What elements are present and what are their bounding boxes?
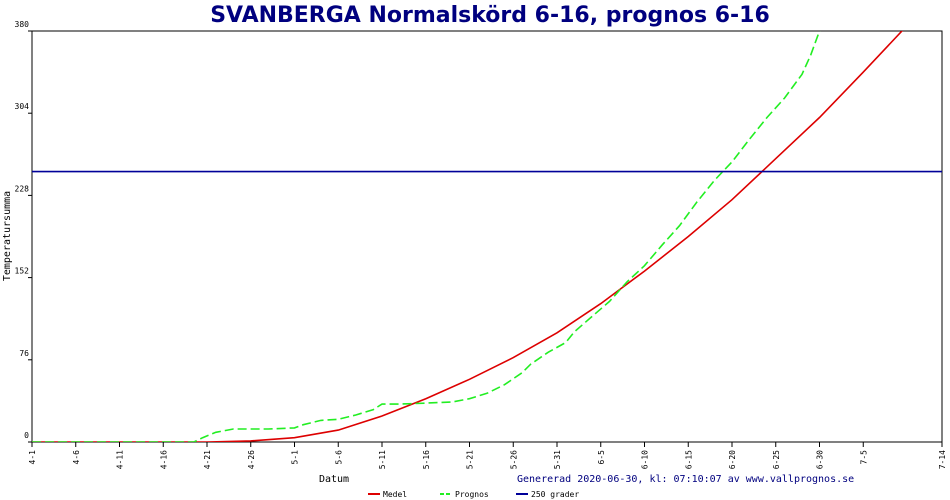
- generated-footer: Genererad 2020-06-30, kl: 07:10:07 av ww…: [517, 474, 854, 485]
- plot-border: [31, 30, 943, 443]
- x-tick-label: 6-30: [816, 450, 825, 469]
- y-tick-label: 76: [19, 349, 29, 358]
- y-tick-label: 152: [15, 267, 30, 276]
- x-tick-label: 6-15: [684, 450, 693, 469]
- legend: Medel Prognos 250 grader: [368, 490, 579, 499]
- x-tick-label: 4-21: [203, 450, 212, 469]
- x-tick-label: 4-11: [116, 450, 125, 469]
- x-tick-label: 5-11: [378, 450, 387, 469]
- x-tick-label: 5-21: [466, 450, 475, 469]
- legend-label: Prognos: [455, 490, 489, 499]
- x-tick-label: 7-14: [938, 450, 947, 469]
- x-tick-label: 6-25: [772, 450, 781, 469]
- legend-label: 250 grader: [531, 490, 579, 499]
- x-axis-label: Datum: [319, 474, 349, 485]
- plot-frame: [31, 30, 943, 443]
- x-tick-label: 5-26: [509, 450, 518, 469]
- x-tick-label: 6-5: [597, 450, 606, 465]
- x-tick-label: 4-16: [159, 450, 168, 469]
- x-tick-label: 7-5: [859, 450, 868, 465]
- x-tick-label: 6-10: [641, 450, 650, 469]
- x-axis-ticks: 4-1 4-6 4-11 4-16 4-21 4-26 5-1 5-6 5-11 5-16 5-21…: [28, 442, 947, 469]
- legend-label: Medel: [383, 490, 407, 499]
- y-tick-label: 0: [24, 431, 29, 440]
- x-tick-label: 4-1: [28, 450, 37, 465]
- series-line-1: [32, 31, 821, 442]
- y-axis-ticks: 0 76 152 228 304 380: [15, 20, 32, 443]
- x-tick-label: 6-20: [728, 450, 737, 469]
- x-tick-label: 5-16: [422, 450, 431, 469]
- series-line-0: [32, 31, 904, 442]
- x-tick-label: 4-6: [72, 450, 81, 465]
- series-layer: [32, 31, 942, 442]
- x-tick-label: 5-1: [291, 450, 300, 465]
- y-axis-label: Temperatursumma: [2, 191, 13, 281]
- y-tick-label: 380: [15, 20, 30, 29]
- x-tick-label: 5-6: [334, 450, 343, 465]
- chart-title: SVANBERGA Normalskörd 6-16, prognos 6-16: [210, 3, 770, 28]
- y-tick-label: 228: [15, 184, 30, 193]
- x-tick-label: 4-26: [247, 450, 256, 469]
- x-tick-label: 5-31: [553, 450, 562, 469]
- y-tick-label: 304: [15, 102, 30, 111]
